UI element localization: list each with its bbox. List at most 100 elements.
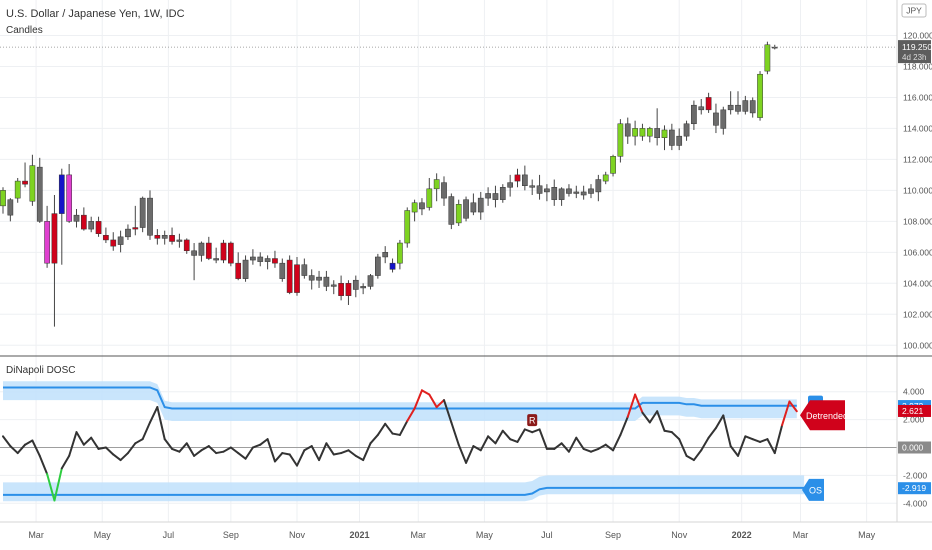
detrended-segment xyxy=(9,445,19,455)
detrended-segment xyxy=(487,435,497,445)
currency-badge: JPY xyxy=(906,6,922,16)
price-tick-label: 108.000 xyxy=(903,216,932,226)
detrended-label-box xyxy=(800,400,845,431)
detrended-segment xyxy=(420,389,431,396)
last-price-value: 119.250 xyxy=(902,42,932,52)
candle-body xyxy=(110,239,117,247)
candle-body xyxy=(367,275,374,287)
detrended-segment xyxy=(663,429,673,434)
detrended-segment xyxy=(46,472,56,502)
candle-body xyxy=(610,156,616,174)
indicator-title: DiNapoli DOSC xyxy=(6,365,76,376)
candle-body xyxy=(389,262,396,270)
candle-body xyxy=(316,276,322,281)
detrended-segment xyxy=(472,445,482,452)
bar-countdown: 4d 23h xyxy=(902,53,926,62)
detrended-segment xyxy=(612,433,622,452)
candle-body xyxy=(29,165,36,202)
overbought-band-fill xyxy=(3,381,797,421)
candle-body xyxy=(397,242,403,264)
price-tick-label: 116.000 xyxy=(903,92,932,102)
time-tick-label: Jul xyxy=(541,530,553,540)
detrended-segment xyxy=(553,442,563,450)
candle-body xyxy=(698,106,705,111)
candle-body xyxy=(220,242,227,261)
candle-body xyxy=(735,104,741,112)
detrended-segment xyxy=(200,445,210,452)
candle-body xyxy=(595,179,602,193)
detrended-segment xyxy=(428,393,438,409)
candle-body xyxy=(705,97,712,111)
detrended-segment xyxy=(582,447,592,453)
candle-body xyxy=(338,283,344,296)
detrended-segment xyxy=(288,453,298,467)
detrended-segment xyxy=(53,467,63,502)
detrended-segment xyxy=(509,438,519,443)
candle-body xyxy=(161,235,168,239)
candle-body xyxy=(558,188,565,200)
time-tick-label: 2022 xyxy=(732,530,752,540)
candle-body xyxy=(529,185,536,188)
time-tick-label: Nov xyxy=(289,530,306,540)
time-tick-label: Sep xyxy=(605,530,621,540)
candle-body xyxy=(654,128,660,138)
candle-body xyxy=(470,202,477,213)
candle-body xyxy=(676,135,683,146)
detrended-segment xyxy=(24,439,34,446)
candle-body xyxy=(661,129,668,138)
detrended-segment xyxy=(406,407,416,423)
last-price-tag xyxy=(898,40,931,64)
zero-value-tag-box xyxy=(898,441,931,454)
candle-body xyxy=(507,182,513,188)
candlestick-series xyxy=(0,41,897,327)
detrended-segment xyxy=(303,445,313,452)
candle-body xyxy=(73,214,80,222)
candle-body xyxy=(463,199,469,219)
r-marker-label: R xyxy=(529,416,536,426)
detrended-segment xyxy=(75,431,85,446)
osc-tick-label: 4.000 xyxy=(903,387,925,397)
candle-body xyxy=(720,109,727,129)
detrended-segment xyxy=(281,452,291,456)
candle-body xyxy=(477,197,484,213)
detrended-segment xyxy=(38,454,49,475)
detrended-segment xyxy=(369,433,379,445)
detrended-segment xyxy=(678,438,688,457)
r-marker-box xyxy=(527,414,538,427)
detrended-segment xyxy=(222,446,232,453)
detrended-segment xyxy=(523,428,534,434)
time-tick-label: Jul xyxy=(163,530,175,540)
candle-body xyxy=(441,182,447,199)
candle-body xyxy=(58,174,65,214)
detrended-segment xyxy=(641,411,651,424)
candle-body xyxy=(514,174,521,182)
candle-body xyxy=(639,128,646,137)
candle-body xyxy=(0,190,6,207)
candle-body xyxy=(573,191,580,194)
detrended-value-tag: 2.621 xyxy=(902,406,924,416)
detrended-segment xyxy=(207,445,218,455)
time-tick-label: May xyxy=(94,530,112,540)
axes xyxy=(0,0,932,523)
currency-badge-box xyxy=(901,3,927,18)
candle-body xyxy=(132,227,139,230)
detrended-segment xyxy=(68,431,78,457)
candle-body xyxy=(624,123,631,137)
detrended-segment xyxy=(273,452,284,463)
time-tick-label: Sep xyxy=(223,530,239,540)
candle-body xyxy=(205,242,212,259)
price-tick-label: 106.000 xyxy=(903,247,932,257)
os-label: OS xyxy=(809,485,822,495)
candle-body xyxy=(485,193,491,199)
axis-labels: 100.000 102.000 104.000 106.000 108.000 110.0… xyxy=(28,30,932,540)
candle-body xyxy=(169,235,175,242)
detrended-segment xyxy=(714,414,725,429)
detrended-segment xyxy=(626,393,637,418)
lower-band-value-tag-box xyxy=(898,482,931,495)
time-tick-label: Nov xyxy=(671,530,688,540)
detrended-segment xyxy=(376,422,387,436)
detrended-segment xyxy=(104,446,115,456)
candle-body xyxy=(669,129,675,146)
candle-body xyxy=(183,239,190,252)
